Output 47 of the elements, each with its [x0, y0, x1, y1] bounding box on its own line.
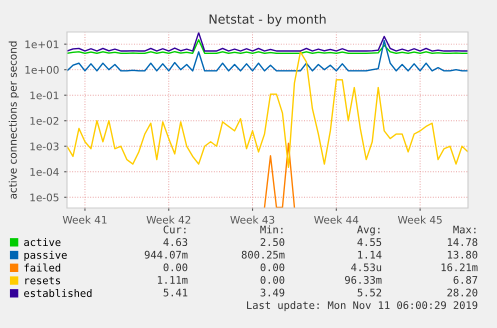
text: 5.52 — [358, 288, 382, 296]
text: 1.14 — [358, 250, 382, 259]
line-series — [67, 40, 468, 72]
legend-label: resets — [25, 276, 60, 284]
text: 3.49 — [260, 288, 284, 296]
text: Min: — [260, 225, 282, 234]
y-tick-label: 1e-04 — [30, 168, 59, 176]
x-tick-label: Week 45 — [398, 216, 442, 224]
text: 2.50 — [260, 238, 284, 246]
x-tick-label: Week 41 — [62, 216, 107, 224]
text: 96.33m — [345, 276, 382, 284]
text: 4.63 — [163, 238, 188, 246]
text: 14.78 — [448, 238, 478, 246]
text: 800.25m — [242, 250, 285, 259]
y-tick-label: 1e-05 — [30, 194, 58, 202]
legend-label: active — [24, 238, 60, 246]
y-tick-label: 1e+00 — [25, 66, 59, 74]
y-tick-label: 1e-01 — [30, 91, 58, 100]
y-tick-label: 1e+01 — [25, 40, 58, 48]
y-tick-label: 1e-03 — [30, 142, 59, 150]
line-series — [67, 39, 468, 54]
text: 6.87 — [454, 276, 478, 284]
text: 944.07m — [144, 250, 188, 259]
text: Max: — [453, 226, 476, 234]
x-tick-label: Week 42 — [146, 216, 190, 224]
text: 5.41 — [164, 288, 188, 296]
legend-label: established — [24, 288, 92, 298]
text: 4.53u — [351, 263, 382, 272]
y-tick-label: 1e-02 — [30, 116, 58, 125]
text: 28.20 — [447, 288, 478, 296]
text: Avg: — [357, 226, 380, 236]
text: 0.00 — [260, 263, 284, 272]
text: Last update: Mon Nov 11 06:00:29 2019 — [247, 301, 478, 312]
line-series — [67, 51, 468, 168]
text: 16.21m — [442, 263, 478, 272]
text: 0.00 — [260, 276, 284, 284]
x-tick-label: Week 43 — [230, 216, 274, 224]
legend-label: failed — [24, 263, 60, 272]
y-axis-title: active connections per second — [8, 42, 19, 199]
text: 0.00 — [164, 263, 188, 272]
chart-title: Netstat - by month — [210, 14, 326, 26]
text: 4.55 — [357, 238, 382, 246]
text: 1.11m — [158, 276, 188, 284]
text: 13.80 — [448, 250, 478, 259]
legend-label: passive — [24, 250, 67, 261]
text: Cur: — [164, 226, 186, 234]
x-tick-label: Week 44 — [314, 216, 358, 224]
